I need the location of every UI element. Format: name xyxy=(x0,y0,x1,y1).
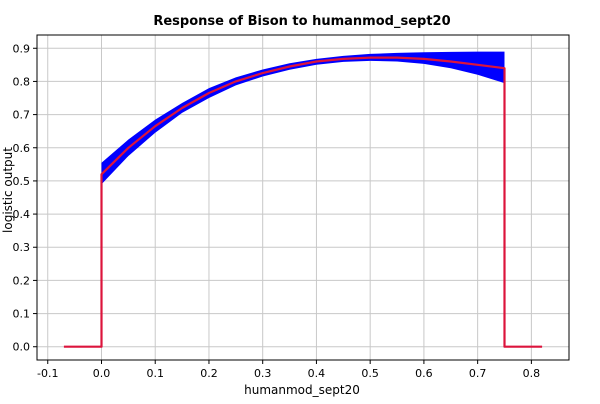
y-tick-label: 0.4 xyxy=(13,208,31,221)
y-tick-label: 0.2 xyxy=(13,274,31,287)
x-tick-label: 0.4 xyxy=(308,367,326,380)
x-axis-label: humanmod_sept20 xyxy=(244,383,360,397)
x-tick-label: 0.2 xyxy=(200,367,218,380)
confidence-band-group xyxy=(101,51,505,185)
y-tick-label: 0.0 xyxy=(13,341,31,354)
plot-frame-group xyxy=(36,34,570,361)
plot-frame xyxy=(36,34,570,361)
x-tick-label: -0.1 xyxy=(37,367,58,380)
y-tick-label: 0.5 xyxy=(13,175,31,188)
x-tick-label: 0.1 xyxy=(146,367,164,380)
y-tick-label: 0.7 xyxy=(13,109,31,122)
y-axis-label: logistic output xyxy=(1,147,15,233)
x-tick-label: 0.5 xyxy=(361,367,379,380)
chart-title: Response of Bison to humanmod_sept20 xyxy=(153,14,450,29)
mean-response-group xyxy=(63,56,543,348)
x-tick-label: 0.0 xyxy=(93,367,111,380)
x-tick-label: 0.3 xyxy=(254,367,272,380)
y-tick-label: 0.9 xyxy=(13,42,31,55)
confidence-band xyxy=(101,51,505,185)
y-tick-label: 0.3 xyxy=(13,241,31,254)
y-tick-label: 0.6 xyxy=(13,142,31,155)
y-tick-label: 0.1 xyxy=(13,308,31,321)
grid xyxy=(37,35,569,360)
x-tick-label: 0.6 xyxy=(415,367,433,380)
x-tick-label: 0.8 xyxy=(523,367,541,380)
x-tick-label: 0.7 xyxy=(469,367,487,380)
ticks: -0.1 0.0 0.1 0.2 0.3 0.4 0.5 0.6 0.7 0.8 0.0 0.1 0.2… xyxy=(13,42,541,380)
y-tick-label: 0.8 xyxy=(13,75,31,88)
mean-response-line xyxy=(63,56,543,348)
